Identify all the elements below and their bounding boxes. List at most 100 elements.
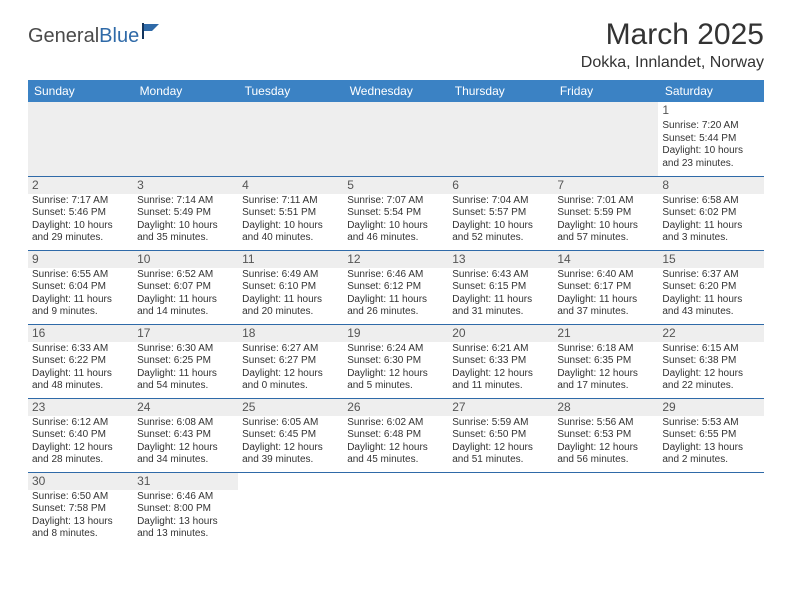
day-cell bbox=[28, 102, 133, 176]
day-sunrise: Sunrise: 7:20 AM bbox=[662, 120, 759, 133]
day-cell bbox=[553, 102, 658, 176]
day-daylight: Daylight: 13 hours and 2 minutes. bbox=[662, 442, 759, 467]
day-header: Saturday bbox=[658, 80, 763, 102]
day-number: 28 bbox=[553, 399, 658, 416]
brand-part2: Blue bbox=[99, 25, 139, 48]
day-number: 11 bbox=[238, 251, 343, 268]
day-sunset: Sunset: 6:12 PM bbox=[347, 281, 444, 294]
day-sunrise: Sunrise: 6:37 AM bbox=[662, 269, 759, 282]
day-number: 25 bbox=[238, 399, 343, 416]
day-daylight: Daylight: 11 hours and 26 minutes. bbox=[347, 294, 444, 319]
day-sunset: Sunset: 6:35 PM bbox=[557, 355, 654, 368]
day-daylight: Daylight: 11 hours and 43 minutes. bbox=[662, 294, 759, 319]
day-cell: 7Sunrise: 7:01 AMSunset: 5:59 PMDaylight… bbox=[553, 176, 658, 250]
day-cell: 15Sunrise: 6:37 AMSunset: 6:20 PMDayligh… bbox=[658, 250, 763, 324]
day-cell: 23Sunrise: 6:12 AMSunset: 6:40 PMDayligh… bbox=[28, 398, 133, 472]
day-cell: 20Sunrise: 6:21 AMSunset: 6:33 PMDayligh… bbox=[448, 324, 553, 398]
day-sunrise: Sunrise: 6:55 AM bbox=[32, 269, 129, 282]
day-daylight: Daylight: 12 hours and 22 minutes. bbox=[662, 368, 759, 393]
day-cell: 31Sunrise: 6:46 AMSunset: 8:00 PMDayligh… bbox=[133, 472, 238, 546]
day-number: 14 bbox=[553, 251, 658, 268]
day-cell: 16Sunrise: 6:33 AMSunset: 6:22 PMDayligh… bbox=[28, 324, 133, 398]
day-number: 26 bbox=[343, 399, 448, 416]
day-sunrise: Sunrise: 7:01 AM bbox=[557, 195, 654, 208]
day-sunrise: Sunrise: 6:50 AM bbox=[32, 491, 129, 504]
day-number: 7 bbox=[553, 177, 658, 194]
day-daylight: Daylight: 11 hours and 3 minutes. bbox=[662, 220, 759, 245]
day-sunrise: Sunrise: 6:46 AM bbox=[137, 491, 234, 504]
day-header: Thursday bbox=[448, 80, 553, 102]
day-number: 21 bbox=[553, 325, 658, 342]
day-header: Monday bbox=[133, 80, 238, 102]
day-number: 16 bbox=[28, 325, 133, 342]
day-number: 18 bbox=[238, 325, 343, 342]
day-header: Sunday bbox=[28, 80, 133, 102]
calendar-body: 1Sunrise: 7:20 AMSunset: 5:44 PMDaylight… bbox=[28, 102, 764, 546]
day-sunrise: Sunrise: 6:08 AM bbox=[137, 417, 234, 430]
day-cell bbox=[343, 472, 448, 546]
day-sunrise: Sunrise: 6:40 AM bbox=[557, 269, 654, 282]
day-daylight: Daylight: 11 hours and 31 minutes. bbox=[452, 294, 549, 319]
page-header: GeneralBlue March 2025 Dokka, Innlandet,… bbox=[28, 18, 764, 72]
day-number: 30 bbox=[28, 473, 133, 490]
day-sunrise: Sunrise: 6:18 AM bbox=[557, 343, 654, 356]
day-cell: 22Sunrise: 6:15 AMSunset: 6:38 PMDayligh… bbox=[658, 324, 763, 398]
day-number: 8 bbox=[658, 177, 763, 194]
day-number: 2 bbox=[28, 177, 133, 194]
day-daylight: Daylight: 12 hours and 39 minutes. bbox=[242, 442, 339, 467]
day-sunset: Sunset: 5:46 PM bbox=[32, 207, 129, 220]
day-sunset: Sunset: 5:54 PM bbox=[347, 207, 444, 220]
day-number: 31 bbox=[133, 473, 238, 490]
day-number: 23 bbox=[28, 399, 133, 416]
day-header: Friday bbox=[553, 80, 658, 102]
day-sunset: Sunset: 8:00 PM bbox=[137, 503, 234, 516]
day-sunset: Sunset: 6:53 PM bbox=[557, 429, 654, 442]
day-cell: 12Sunrise: 6:46 AMSunset: 6:12 PMDayligh… bbox=[343, 250, 448, 324]
day-sunrise: Sunrise: 7:04 AM bbox=[452, 195, 549, 208]
day-sunset: Sunset: 6:55 PM bbox=[662, 429, 759, 442]
day-cell bbox=[448, 102, 553, 176]
day-daylight: Daylight: 12 hours and 0 minutes. bbox=[242, 368, 339, 393]
day-sunrise: Sunrise: 7:14 AM bbox=[137, 195, 234, 208]
location-text: Dokka, Innlandet, Norway bbox=[581, 54, 764, 72]
day-cell bbox=[133, 102, 238, 176]
day-header: Wednesday bbox=[343, 80, 448, 102]
day-number: 17 bbox=[133, 325, 238, 342]
day-daylight: Daylight: 10 hours and 46 minutes. bbox=[347, 220, 444, 245]
day-cell: 14Sunrise: 6:40 AMSunset: 6:17 PMDayligh… bbox=[553, 250, 658, 324]
day-sunrise: Sunrise: 6:02 AM bbox=[347, 417, 444, 430]
day-daylight: Daylight: 12 hours and 11 minutes. bbox=[452, 368, 549, 393]
day-sunset: Sunset: 6:02 PM bbox=[662, 207, 759, 220]
day-daylight: Daylight: 10 hours and 57 minutes. bbox=[557, 220, 654, 245]
day-daylight: Daylight: 12 hours and 5 minutes. bbox=[347, 368, 444, 393]
day-number: 20 bbox=[448, 325, 553, 342]
brand-part1: General bbox=[28, 25, 99, 48]
day-number: 1 bbox=[658, 102, 763, 119]
day-cell bbox=[553, 472, 658, 546]
day-sunrise: Sunrise: 6:46 AM bbox=[347, 269, 444, 282]
day-cell: 2Sunrise: 7:17 AMSunset: 5:46 PMDaylight… bbox=[28, 176, 133, 250]
day-number: 19 bbox=[343, 325, 448, 342]
day-sunrise: Sunrise: 5:56 AM bbox=[557, 417, 654, 430]
day-cell: 17Sunrise: 6:30 AMSunset: 6:25 PMDayligh… bbox=[133, 324, 238, 398]
day-cell: 11Sunrise: 6:49 AMSunset: 6:10 PMDayligh… bbox=[238, 250, 343, 324]
day-daylight: Daylight: 11 hours and 48 minutes. bbox=[32, 368, 129, 393]
day-cell: 5Sunrise: 7:07 AMSunset: 5:54 PMDaylight… bbox=[343, 176, 448, 250]
day-daylight: Daylight: 12 hours and 28 minutes. bbox=[32, 442, 129, 467]
title-block: March 2025 Dokka, Innlandet, Norway bbox=[581, 18, 764, 72]
day-sunset: Sunset: 6:27 PM bbox=[242, 355, 339, 368]
day-daylight: Daylight: 10 hours and 23 minutes. bbox=[662, 145, 759, 170]
day-header: Tuesday bbox=[238, 80, 343, 102]
day-sunset: Sunset: 6:38 PM bbox=[662, 355, 759, 368]
day-cell: 19Sunrise: 6:24 AMSunset: 6:30 PMDayligh… bbox=[343, 324, 448, 398]
day-number: 3 bbox=[133, 177, 238, 194]
day-number: 4 bbox=[238, 177, 343, 194]
day-sunrise: Sunrise: 6:05 AM bbox=[242, 417, 339, 430]
day-sunset: Sunset: 5:49 PM bbox=[137, 207, 234, 220]
month-title: March 2025 bbox=[581, 18, 764, 52]
day-number: 27 bbox=[448, 399, 553, 416]
day-sunrise: Sunrise: 7:07 AM bbox=[347, 195, 444, 208]
day-daylight: Daylight: 10 hours and 29 minutes. bbox=[32, 220, 129, 245]
week-row: 16Sunrise: 6:33 AMSunset: 6:22 PMDayligh… bbox=[28, 324, 764, 398]
day-cell: 29Sunrise: 5:53 AMSunset: 6:55 PMDayligh… bbox=[658, 398, 763, 472]
